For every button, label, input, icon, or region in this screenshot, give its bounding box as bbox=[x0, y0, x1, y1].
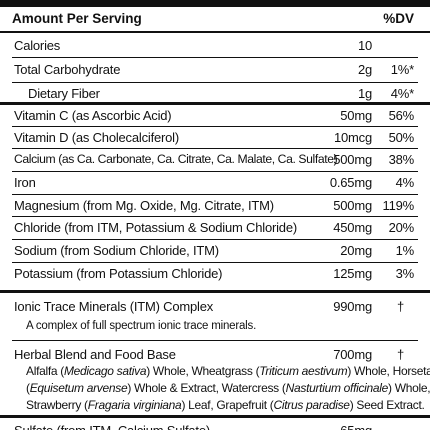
nutrient-name: Dietary Fiber bbox=[28, 86, 100, 101]
row-divider bbox=[12, 57, 418, 58]
nutrient-name: Chloride (from ITM, Potassium & Sodium C… bbox=[14, 220, 297, 235]
nutrient-dv: 4% bbox=[395, 175, 415, 190]
nutrient-amount: 450mg bbox=[333, 220, 372, 235]
row-divider bbox=[12, 340, 418, 341]
row-divider bbox=[12, 171, 418, 172]
row-divider bbox=[12, 148, 418, 149]
nutrient-dv: 1%* bbox=[390, 62, 414, 77]
nutrient-dv: 50% bbox=[388, 130, 415, 145]
latin-name: Equisetum arvense bbox=[29, 381, 128, 395]
latin-name: Triticum aestivum bbox=[259, 364, 348, 378]
nutrient-name: Calories bbox=[14, 38, 61, 53]
row-divider bbox=[12, 82, 418, 83]
nutrient-dv: 3% bbox=[395, 266, 415, 281]
nutrient-name: Vitamin D (as Cholecalciferol) bbox=[14, 130, 179, 145]
nutrient-amount: 500mg bbox=[333, 198, 372, 213]
latin-name: Citrus paradise bbox=[273, 398, 350, 412]
nutrient-name: Total Carbohydrate bbox=[14, 62, 121, 77]
row-divider bbox=[12, 216, 418, 217]
text: ) Whole & Extract, Watercress ( bbox=[127, 381, 286, 395]
nutrient-amount: 500mg bbox=[333, 152, 372, 167]
nutrient-dv: 20% bbox=[388, 220, 415, 235]
nutrient-dv: 4%* bbox=[390, 86, 414, 101]
text: ( bbox=[26, 381, 30, 395]
nutrient-amount: 10mcg bbox=[333, 130, 372, 145]
dv-not-established-mark: † bbox=[396, 347, 404, 362]
itm-description: A complex of full spectrum ionic trace m… bbox=[26, 320, 257, 332]
latin-name: Nasturtium officinale bbox=[285, 381, 389, 395]
text: ) Whole, bbox=[388, 381, 430, 395]
nutrient-amount: 50mg bbox=[340, 108, 372, 123]
nutrient-name: Magnesium (from Mg. Oxide, Mg. Citrate, … bbox=[14, 198, 274, 213]
nutrient-name: Vitamin C (as Ascorbic Acid) bbox=[14, 108, 172, 123]
nutrient-dv: 56% bbox=[388, 108, 415, 123]
amount-per-serving-heading: Amount Per Serving bbox=[12, 11, 142, 26]
section-divider bbox=[0, 415, 430, 418]
dv-not-established-mark: † bbox=[396, 299, 404, 314]
row-divider bbox=[12, 194, 418, 195]
column-header: Amount Per Serving %DV bbox=[0, 7, 430, 33]
nutrient-amount: 0.65mg bbox=[329, 175, 372, 190]
text: ) Whole, Horsetail bbox=[347, 364, 430, 378]
nutrient-dv: 119% bbox=[382, 198, 415, 213]
ingredient-amount: 990mg bbox=[333, 299, 372, 314]
section-divider bbox=[0, 102, 430, 105]
row-divider bbox=[12, 262, 418, 263]
top-rule bbox=[0, 0, 430, 7]
ingredient-name: Ionic Trace Minerals (ITM) Complex bbox=[14, 299, 214, 314]
ingredient-name: Sulfate (from ITM, Calcium Sulfate) bbox=[14, 421, 210, 430]
nutrient-dv: 38% bbox=[388, 152, 415, 167]
nutrient-amount: 10 bbox=[357, 38, 372, 53]
row-divider bbox=[12, 239, 418, 240]
nutrient-amount: 1g bbox=[357, 86, 372, 101]
ingredient-name: Herbal Blend and Food Base bbox=[14, 347, 176, 362]
text: ) Leaf, Grapefruit ( bbox=[181, 398, 274, 412]
ingredient-amount: 700mg bbox=[333, 347, 372, 362]
nutrient-name: Sodium (from Sodium Chloride, ITM) bbox=[14, 243, 219, 258]
text: ) Whole, Wheatgrass ( bbox=[146, 364, 260, 378]
herbal-blend-description: Alfalfa (Medicago sativa) Whole, Wheatgr… bbox=[26, 363, 430, 414]
nutrient-name: Iron bbox=[14, 175, 36, 190]
herbal-line-1: Alfalfa (Medicago sativa) Whole, Wheatgr… bbox=[26, 363, 430, 380]
nutrient-name: Calcium (as Ca. Carbonate, Ca. Citrate, … bbox=[14, 152, 338, 166]
row-divider bbox=[12, 126, 418, 127]
nutrient-amount: 2g bbox=[357, 62, 372, 77]
text: Alfalfa ( bbox=[26, 364, 64, 378]
nutrient-amount: 125mg bbox=[333, 266, 372, 281]
nutrient-name: Potassium (from Potassium Chloride) bbox=[14, 266, 223, 281]
ingredient-amount: 65mg bbox=[340, 421, 372, 430]
latin-name: Medicago sativa bbox=[63, 364, 147, 378]
text: ) Seed Extract. bbox=[349, 398, 425, 412]
latin-name: Fragaria virginiana bbox=[87, 398, 182, 412]
nutrient-dv: 1% bbox=[395, 243, 415, 258]
section-divider bbox=[0, 290, 430, 293]
dv-heading: %DV bbox=[383, 11, 414, 26]
text: Strawberry ( bbox=[26, 398, 88, 412]
herbal-line-2: (Equisetum arvense) Whole & Extract, Wat… bbox=[26, 380, 430, 397]
herbal-line-3: Strawberry (Fragaria virginiana) Leaf, G… bbox=[26, 397, 425, 414]
nutrient-amount: 20mg bbox=[340, 243, 372, 258]
